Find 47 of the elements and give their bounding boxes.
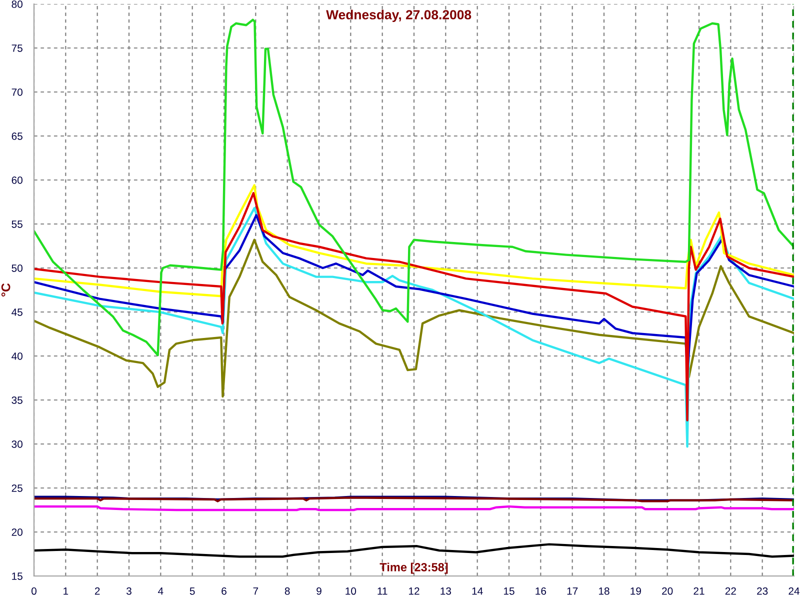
x-tick-label: 24 [788,587,800,595]
y-tick-label: 55 [12,220,22,228]
x-tick-label: 9 [316,587,322,595]
x-tick-label: 19 [630,587,641,595]
x-tick-label: 20 [662,587,673,595]
x-tick-label: 18 [599,587,610,595]
x-tick-label: 23 [757,587,768,595]
x-tick-label: 14 [472,587,483,595]
x-tick-label: 0 [32,587,36,595]
y-tick-label: 25 [12,484,22,492]
y-tick-label: 50 [12,264,22,272]
line-series [34,184,794,298]
y-tick-label: 65 [12,132,22,140]
x-tick-label: 5 [190,587,195,595]
x-tick-label: 2 [94,587,100,595]
x-tick-label: 4 [158,587,164,595]
x-tick-label: 22 [725,587,736,595]
y-tick-label: 35 [12,396,22,404]
line-series [34,543,794,558]
chart-title: Wednesday, 27.08.2008 [326,10,472,22]
x-tick-label: 16 [536,587,546,595]
x-tick-label: 17 [567,587,578,595]
y-tick-label: 60 [12,176,22,184]
y-tick-label: 80 [12,0,22,8]
x-tick-label: 1 [64,587,68,595]
y-tick-label: 20 [12,528,22,536]
x-tick-label: 6 [222,587,226,595]
line-series [34,192,794,422]
x-axis-title: Time [23:58] [380,562,448,574]
y-tick-label: 40 [12,352,22,360]
x-tick-label: 21 [694,587,704,595]
x-tick-label: 13 [440,587,452,595]
x-tick-label: 11 [378,587,388,595]
y-tick-label: 30 [12,440,22,448]
y-tick-label: 75 [12,44,22,52]
x-tick-label: 7 [253,587,258,595]
x-tick-label: 12 [409,587,420,595]
y-tick-label: 45 [12,308,22,316]
y-tick-label: 70 [12,88,22,96]
x-tick-label: 10 [346,587,356,595]
line-series [34,207,794,448]
x-tick-label: 3 [126,587,132,595]
x-tick-label: 15 [504,587,514,595]
y-axis-title: °C [1,283,10,296]
line-series [34,238,794,398]
y-tick-label: 15 [12,572,22,580]
x-tick-label: 8 [284,587,290,595]
